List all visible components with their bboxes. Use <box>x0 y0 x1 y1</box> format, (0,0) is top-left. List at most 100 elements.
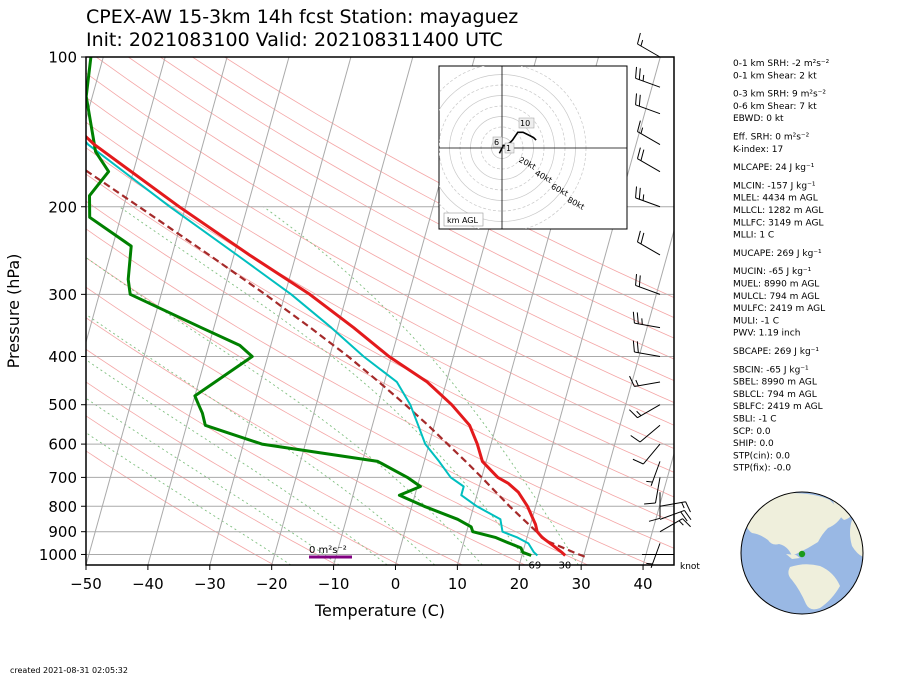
index-line: MLCIN: -157 J kg⁻¹ <box>733 181 816 191</box>
plot-area <box>85 56 675 566</box>
dewpoint-line <box>86 57 532 557</box>
globe-north-america <box>744 493 843 556</box>
index-line: SHIP: 0.0 <box>733 439 774 449</box>
plot-frame <box>85 56 675 566</box>
isotherm <box>580 228 674 565</box>
wind-barb <box>659 509 692 522</box>
indices-panel: 0-1 km SRH: -2 m²s⁻² 0-1 km Shear: 2 kt 0-… <box>733 59 830 474</box>
background-lines <box>86 57 674 565</box>
wind-barb-flag <box>630 435 641 443</box>
wind-barb-flag <box>648 517 661 522</box>
wind-barb-flag <box>636 120 641 132</box>
x-tick-label: 10 <box>448 575 467 593</box>
chart-title-line2: Init: 2021083100 Valid: 202108311400 UTC <box>86 29 503 51</box>
y-tick-label: 500 <box>48 396 77 414</box>
index-line: K-index: 17 <box>733 145 783 155</box>
wind-barb <box>630 424 661 443</box>
wind-barb-half <box>640 39 644 47</box>
hodograph-legend: km AGL <box>447 216 479 225</box>
chart-title-line1: CPEX-AW 15-3km 14h fcst Station: mayague… <box>86 6 518 28</box>
globe-caribbean <box>786 554 800 559</box>
index-line: STP(cin): 0.0 <box>733 451 790 461</box>
hodograph-level-box <box>492 136 503 148</box>
y-tick-label: 800 <box>48 498 77 516</box>
wind-barb <box>636 120 661 146</box>
wind-barb-flag <box>638 68 641 80</box>
dry-adiabat <box>86 121 674 449</box>
wind-barb-staff <box>634 381 661 387</box>
index-line: SCP: 0.0 <box>733 427 771 437</box>
globe-outline <box>740 491 864 615</box>
wind-barb <box>636 32 661 58</box>
wind-barb-flag <box>636 341 639 353</box>
index-line: 0-6 km Shear: 7 kt <box>733 102 817 112</box>
wind-barb-staff <box>650 543 661 568</box>
moist-adiabat <box>119 206 531 565</box>
wind-barb <box>644 477 661 505</box>
wind-barb-staff <box>634 351 661 357</box>
wind-barb-flag <box>632 340 635 353</box>
x-tick-label: −50 <box>70 575 102 593</box>
y-tick-label: 200 <box>48 198 77 216</box>
index-line: MULFC: 2419 m AGL <box>733 304 825 314</box>
profile-lines <box>86 57 586 558</box>
wind-barb <box>646 461 661 486</box>
dry-adiabat <box>128 57 674 360</box>
y-tick-label: 700 <box>48 469 77 487</box>
wind-barbs: knot <box>629 32 700 572</box>
wind-barb-flag <box>636 147 641 159</box>
dry-adiabat <box>86 317 526 565</box>
hodograph-level-box <box>518 117 535 129</box>
wind-barb <box>646 543 661 568</box>
index-line: SBLCL: 794 m AGL <box>733 390 817 400</box>
wind-barb-staff <box>650 461 661 486</box>
wind-barb-staff <box>635 284 661 295</box>
shear-label: 0 m²s⁻² <box>309 545 347 556</box>
wind-barb-flag <box>635 186 638 198</box>
index-line: EBWD: 0 kt <box>733 114 784 124</box>
wind-barb <box>632 340 661 357</box>
wind-barb-flag <box>636 312 639 324</box>
wind-barb-flag <box>635 93 638 105</box>
x-tick-label: −40 <box>132 575 164 593</box>
index-line: MLEL: 4434 m AGL <box>733 194 818 204</box>
x-tick-label: 20 <box>510 575 529 593</box>
x-tick-label: 30 <box>572 575 591 593</box>
y-tick-label: 600 <box>48 436 77 454</box>
axes: −50 −40 −30 −20 −10 0 10 20 30 40 100 200 300 400 500 6… <box>4 49 653 621</box>
wetbulb-line <box>86 140 539 557</box>
index-line: MULCL: 794 m AGL <box>733 292 819 302</box>
wind-barb-half <box>681 502 685 509</box>
index-line: MLLFC: 3149 m AGL <box>733 218 824 228</box>
wind-barb-flag <box>640 149 645 161</box>
index-line: 0-1 km Shear: 2 kt <box>733 71 817 81</box>
dry-adiabat <box>86 173 674 498</box>
wind-barb-half <box>642 194 645 201</box>
index-line: MLLCL: 1282 m AGL <box>733 206 823 216</box>
wind-barb-flag <box>640 232 645 245</box>
isotherm <box>209 57 352 565</box>
index-line: SBCAPE: 269 J kg⁻¹ <box>733 347 819 357</box>
wind-barb-flag <box>682 518 691 528</box>
index-line: MUEL: 8990 m AGL <box>733 280 819 290</box>
wind-barb-flag <box>638 275 641 287</box>
x-tick-label: −20 <box>256 575 288 593</box>
wind-barb-flag <box>638 187 641 200</box>
created-timestamp: created 2021-08-31 02:05:32 <box>10 666 128 675</box>
index-line: MLLI: 1 C <box>733 231 774 241</box>
isotherm <box>86 57 228 565</box>
wind-barb <box>635 93 661 115</box>
wind-barb <box>635 186 661 208</box>
x-axis-label: Temperature (C) <box>314 601 445 620</box>
wind-barb-staff <box>659 518 683 533</box>
y-tick-label: 100 <box>48 49 77 67</box>
isotherm <box>86 57 166 345</box>
wind-barb <box>632 311 661 329</box>
hodograph-level-label: 1 <box>506 144 511 153</box>
dry-adiabat <box>86 450 275 565</box>
wind-barb-flag <box>636 230 641 243</box>
wind-barb-flag <box>635 274 638 286</box>
isotherm <box>271 57 414 565</box>
